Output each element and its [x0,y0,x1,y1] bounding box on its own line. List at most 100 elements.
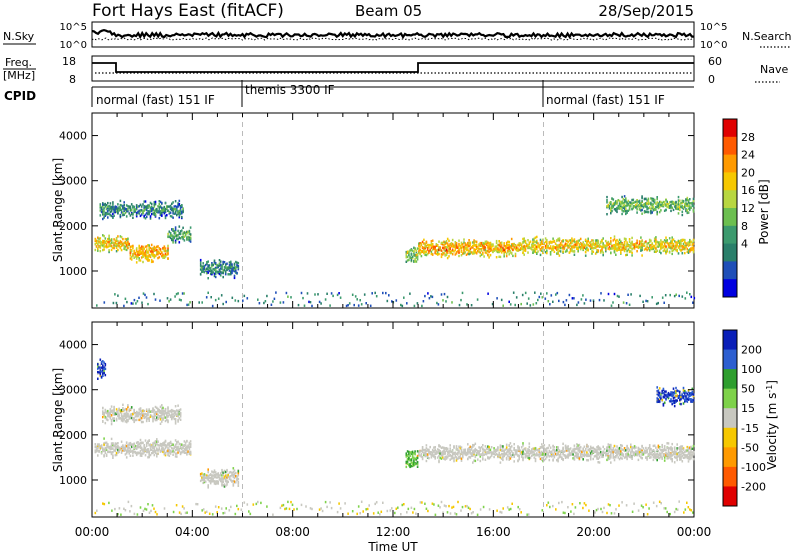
echo-cell [163,247,166,250]
echo-cell [473,453,475,456]
echo-cell [489,242,492,245]
echo-cell [443,292,446,296]
echo-cell [686,250,689,253]
echo-cell [202,481,204,485]
echo-cell [123,207,125,211]
echo-cell [593,246,596,250]
echo-cell [144,213,147,216]
echo-cell [145,449,148,452]
echo-cell [599,251,602,254]
echo-cell [547,300,550,303]
echo-cell [159,299,161,302]
echo-cell [132,253,134,256]
echo-cell [150,247,153,251]
echo-cell [670,448,672,451]
echo-cell [157,448,159,452]
echo-cell [164,249,167,253]
echo-cell [571,450,573,453]
echo-cell [630,451,632,454]
echo-cell [490,245,493,248]
echo-cell [616,243,618,246]
echo-cell [132,212,134,215]
echo-cell [591,249,593,253]
echo-cell [174,418,177,421]
echo-cell [660,455,662,458]
echo-cell [524,245,527,248]
echo-cell [425,253,428,257]
echo-cell [648,449,651,452]
power-echo-cells [94,195,696,308]
echo-cell [152,445,154,448]
echo-cell [135,441,138,444]
echo-cell [423,448,425,452]
echo-cell [144,205,147,209]
echo-cell [484,246,487,249]
echo-cell [685,245,687,249]
echo-cell [446,256,449,260]
echo-cell [212,271,214,274]
echo-cell [142,203,144,206]
echo-cell [458,303,461,307]
echo-cell [623,245,626,248]
echo-cell [543,249,546,252]
echo-cell [132,418,134,421]
echo-cell [632,451,635,454]
echo-cell [500,452,503,456]
cpid-segment-3: normal (fast) 151 IF [546,93,665,107]
echo-cell [213,267,216,271]
echo-cell [438,246,440,249]
echo-cell [177,237,179,241]
echo-cell [201,476,203,479]
echo-cell [125,456,128,459]
echo-cell [103,213,105,216]
echo-cell [468,455,470,459]
echo-cell [135,257,138,260]
echo-cell [144,416,147,419]
echo-cell [172,212,174,215]
echo-cell [114,449,117,453]
echo-cell [144,293,146,297]
echo-cell [572,453,574,456]
echo-cell [222,480,224,484]
echo-cell [410,258,413,262]
echo-cell [434,247,436,251]
echo-cell [410,256,413,260]
echo-cell [158,206,161,209]
echo-cell [637,447,640,450]
echo-cell [509,251,512,254]
echo-cell [475,243,478,246]
echo-cell [577,239,579,243]
echo-cell [551,455,553,458]
echo-cell [206,262,208,265]
echo-cell [158,203,161,206]
echo-cell [528,453,531,456]
echo-cell [99,209,102,212]
echo-cell [546,249,548,252]
echo-cell [171,228,173,231]
echo-cell [675,450,677,454]
echo-cell [677,241,680,244]
echo-cell [120,413,123,416]
echo-cell [224,474,227,477]
echo-cell [633,447,636,450]
echo-cell [463,250,465,253]
echo-cell [167,442,169,445]
echo-cell [95,239,98,242]
echo-cell [557,239,559,242]
echo-cell [98,450,100,453]
echo-cell [641,240,643,243]
echo-cell [419,450,421,453]
echo-cell [134,415,137,418]
echo-cell [661,443,663,447]
echo-cell [120,417,123,420]
echo-cell [107,245,109,249]
echo-cell [677,207,680,210]
echo-cell [118,206,120,209]
echo-cell [161,255,163,258]
echo-cell [150,205,153,209]
echo-cell [606,195,608,199]
echo-cell [576,443,578,446]
echo-cell [608,455,611,458]
echo-cell [236,265,238,268]
echo-cell [174,295,176,298]
